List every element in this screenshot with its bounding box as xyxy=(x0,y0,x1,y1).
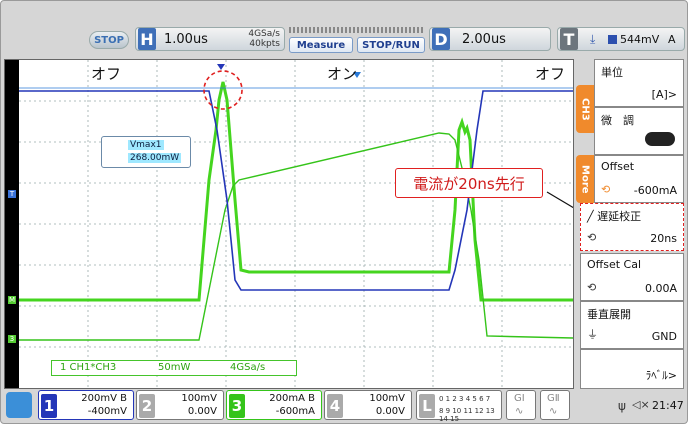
trigger-level: 544mV xyxy=(620,33,660,46)
wave-icon: ∿ xyxy=(549,406,558,417)
trigger-level-icon xyxy=(608,35,617,44)
toggle-switch[interactable] xyxy=(645,132,675,146)
menu-unit[interactable]: 単位 [A]> xyxy=(594,59,684,107)
ch3-trace xyxy=(19,132,574,341)
g1-button[interactable]: GⅠ ∿ xyxy=(506,390,536,420)
peak-highlight-circle xyxy=(203,70,243,110)
menu-label[interactable]: ﾗﾍﾞﾙ> xyxy=(580,349,684,389)
delay-position-icon[interactable] xyxy=(353,72,361,78)
memory-depth-indicator xyxy=(289,27,425,33)
tab-ch3[interactable]: CH3 xyxy=(576,85,594,133)
bottom-channel-bar: 1 200mV B -400mV 2 100mV 0.00V 3 200mA B… xyxy=(4,390,686,423)
menu-delay-cal[interactable]: ╱ 遅延校正 ⟲ 20ns xyxy=(580,203,684,251)
run-state-button[interactable]: STOP xyxy=(89,31,129,49)
channel-menu-panel: CH3 More 単位 [A]> 微 調 Offset ⟲ -600mA ╱ 遅… xyxy=(576,59,686,389)
measure-button[interactable]: Measure xyxy=(289,37,353,53)
math-trace xyxy=(19,81,573,302)
usb-icon: ψ xyxy=(618,399,626,413)
delay-letter: D xyxy=(432,28,450,50)
delay-annotation: 電流が20ns先行 xyxy=(395,168,543,198)
ch1-trace xyxy=(19,90,573,291)
delay-value: 2.00us xyxy=(462,32,506,47)
trigger-edge-icon: ⤓ xyxy=(590,32,596,46)
channel-2-panel[interactable]: 2 100mV 0.00V xyxy=(136,390,224,420)
label-off-right: オフ xyxy=(535,65,566,83)
timebase-value: 1.00us xyxy=(164,32,208,47)
vmax-measurement-box[interactable]: Vmax1 268.00mW xyxy=(101,136,191,168)
waveform-plot: オフ オン オフ Vmax1 268.00mW 1 CH1*CH3 50mW 4… xyxy=(19,60,585,388)
ground-icon: ⏚ xyxy=(587,328,598,341)
math-marker-icon[interactable]: M xyxy=(8,296,16,304)
vmax-title: Vmax1 xyxy=(128,140,164,150)
grid xyxy=(19,60,573,388)
delay-panel[interactable]: D 2.00us xyxy=(429,27,551,51)
g2-button[interactable]: GⅡ ∿ xyxy=(540,390,570,420)
channel-1-panel[interactable]: 1 200mV B -400mV xyxy=(38,390,134,420)
trigger-unit: A xyxy=(668,33,676,46)
trigger-position-icon[interactable] xyxy=(217,64,225,70)
knob-icon: ⟲ xyxy=(587,231,597,244)
tab-more[interactable]: More xyxy=(576,155,594,203)
menu-vertical-expand[interactable]: 垂直展開 ⏚ GND xyxy=(580,301,684,349)
ch3-marker-icon[interactable]: 3 xyxy=(8,335,16,343)
trigger-panel[interactable]: T ⤓ 544mV A xyxy=(557,27,685,51)
channel-4-panel[interactable]: 4 100mV 0.00V xyxy=(324,390,412,420)
channel-3-panel[interactable]: 3 200mA B -600mA xyxy=(226,390,322,420)
knob-icon: ⟲ xyxy=(587,281,597,294)
math-rate: 4GSa/s xyxy=(230,362,266,373)
sample-rate: 4GSa/s 40kpts xyxy=(248,29,280,49)
math-scale: 50mW xyxy=(158,362,191,373)
top-status-bar: STOP H 1.00us 4GSa/s 40kpts Measure STOP/… xyxy=(5,27,685,57)
wave-icon: ∿ xyxy=(515,406,524,417)
trigger-letter: T xyxy=(560,28,578,50)
logic-panel[interactable]: L 0 1 2 3 4 5 6 7 8 9 10 11 12 13 14 15 xyxy=(416,390,502,423)
annotation-arrow xyxy=(546,191,585,215)
clock-display: 21:47 xyxy=(652,399,684,412)
waveform-screen[interactable]: T M 3 xyxy=(4,59,585,389)
speaker-icon[interactable]: ◁× xyxy=(632,398,650,411)
knob-icon: ⟲ xyxy=(601,183,611,196)
ch1-marker-icon[interactable]: T xyxy=(8,190,16,198)
math-info-bar[interactable]: 1 CH1*CH3 50mW 4GSa/s xyxy=(51,360,297,376)
math-channel: 1 CH1*CH3 xyxy=(60,362,117,373)
stop-run-button[interactable]: STOP/RUN xyxy=(357,37,425,53)
menu-offset-cal[interactable]: Offset Cal ⟲ 0.00A xyxy=(580,253,684,301)
horizontal-letter: H xyxy=(138,28,156,50)
label-off-left: オフ xyxy=(91,65,122,83)
home-grid-icon[interactable] xyxy=(6,392,32,418)
vmax-value: 268.00mW xyxy=(128,153,182,163)
menu-offset[interactable]: Offset ⟲ -600mA xyxy=(594,155,684,203)
label-on: オン xyxy=(327,65,358,83)
horizontal-panel[interactable]: H 1.00us 4GSa/s 40kpts xyxy=(135,27,285,51)
waveform-svg xyxy=(19,60,585,388)
menu-fine-adjust[interactable]: 微 調 xyxy=(594,107,684,155)
